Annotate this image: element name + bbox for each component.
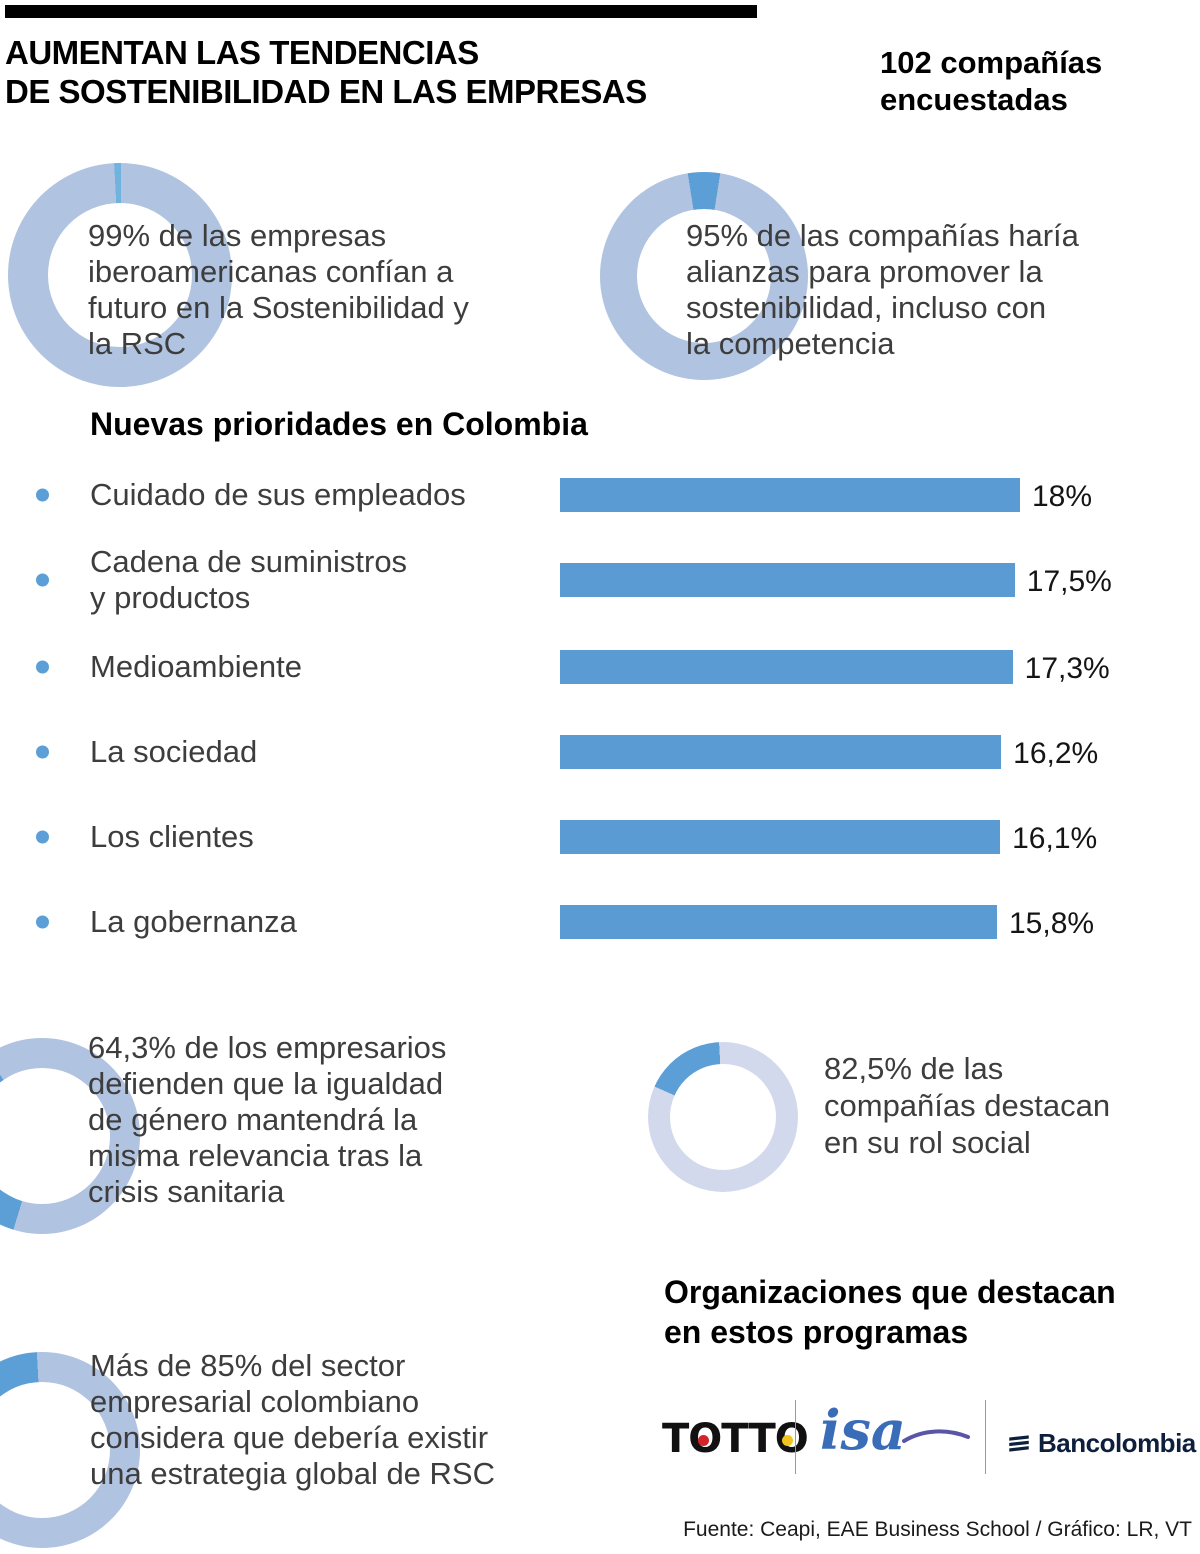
priority-label: Cuidado de sus empleados (90, 477, 466, 512)
priority-label: Los clientes (90, 819, 254, 854)
priority-bar (560, 563, 1015, 597)
priority-label: La sociedad (90, 734, 258, 769)
isa-logo: isa (820, 1398, 972, 1462)
priority-bar (560, 820, 1001, 854)
priority-row: La sociedad 16,2% (0, 734, 1200, 770)
logo-divider (985, 1400, 986, 1474)
donut-chart-95 (600, 172, 808, 380)
bullet-dot-icon (36, 915, 49, 929)
priority-row: Cuidado de sus empleados 18% (0, 477, 1200, 513)
priority-row: Los clientes 16,1% (0, 819, 1200, 855)
survey-count: 102 compañías encuestadas (880, 45, 1103, 117)
priority-row: La gobernanza 15,8% (0, 904, 1200, 940)
bullet-dot-icon (36, 488, 49, 502)
donut-95-caption: 95% de las compañías haría alianzas para… (686, 218, 1079, 361)
organizations-heading: Organizaciones que destacan en estos pro… (664, 1274, 1116, 1350)
priority-label: Medioambiente (90, 649, 302, 684)
donut-99-caption: 99% de las empresas iberoamericanas conf… (88, 218, 469, 361)
totto-yellow-dot-icon (782, 1435, 793, 1446)
priority-value: 16,2% (1013, 736, 1099, 770)
priority-label: La gobernanza (90, 904, 297, 939)
priorities-heading: Nuevas prioridades en Colombia (90, 406, 588, 442)
donut-chart-82 (648, 1042, 798, 1192)
isa-logo-text: isa (820, 1398, 906, 1462)
totto-logo: TOTTO (662, 1416, 812, 1464)
priority-value: 17,3% (1024, 651, 1110, 685)
top-rule (5, 5, 757, 18)
priority-row: Medioambiente 17,3% (0, 649, 1200, 685)
source-credit: Fuente: Ceapi, EAE Business School / Grá… (683, 1518, 1192, 1541)
donut-85-caption: Más de 85% del sector empresarial colomb… (90, 1348, 495, 1491)
bullet-dot-icon (36, 573, 49, 587)
donut-82-caption: 82,5% de las compañías destacan en su ro… (824, 1051, 1111, 1160)
priority-value: 16,1% (1012, 821, 1098, 855)
priority-value: 17,5% (1026, 564, 1112, 598)
donut-64-caption: 64,3% de los empresarios defienden que l… (88, 1030, 447, 1209)
bancolombia-logo-text: Bancolombia (1038, 1428, 1196, 1458)
priority-value: 15,8% (1009, 906, 1095, 940)
isa-swoosh-icon (901, 1429, 970, 1443)
bullet-dot-icon (36, 830, 49, 844)
totto-red-dot-icon (698, 1435, 709, 1446)
priority-value: 18% (1032, 479, 1093, 513)
priority-bar (560, 650, 1013, 684)
bancolombia-logo: Bancolombia (1006, 1428, 1196, 1459)
bancolombia-mark-icon (1009, 1434, 1029, 1452)
page-title: AUMENTAN LAS TENDENCIAS DE SOSTENIBILIDA… (5, 34, 647, 110)
priority-row: Cadena de suministros y productos 17,5% (0, 544, 1200, 615)
donut-chart-99 (8, 163, 232, 387)
priority-bar (560, 478, 1020, 512)
logo-divider (795, 1400, 796, 1474)
priority-bar (560, 905, 997, 939)
priority-label: Cadena de suministros y productos (90, 544, 408, 615)
bullet-dot-icon (36, 745, 49, 759)
bullet-dot-icon (36, 660, 49, 674)
priority-bar (560, 735, 1002, 769)
